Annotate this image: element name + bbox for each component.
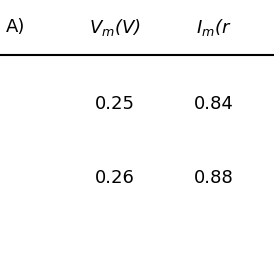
Text: 0.26: 0.26	[95, 169, 135, 187]
Text: A): A)	[5, 18, 25, 36]
Text: $V_m$(V): $V_m$(V)	[89, 17, 141, 38]
Text: $I_m$(r: $I_m$(r	[196, 17, 232, 38]
Text: 0.84: 0.84	[194, 95, 234, 113]
Text: 0.88: 0.88	[194, 169, 234, 187]
Text: 0.25: 0.25	[95, 95, 135, 113]
